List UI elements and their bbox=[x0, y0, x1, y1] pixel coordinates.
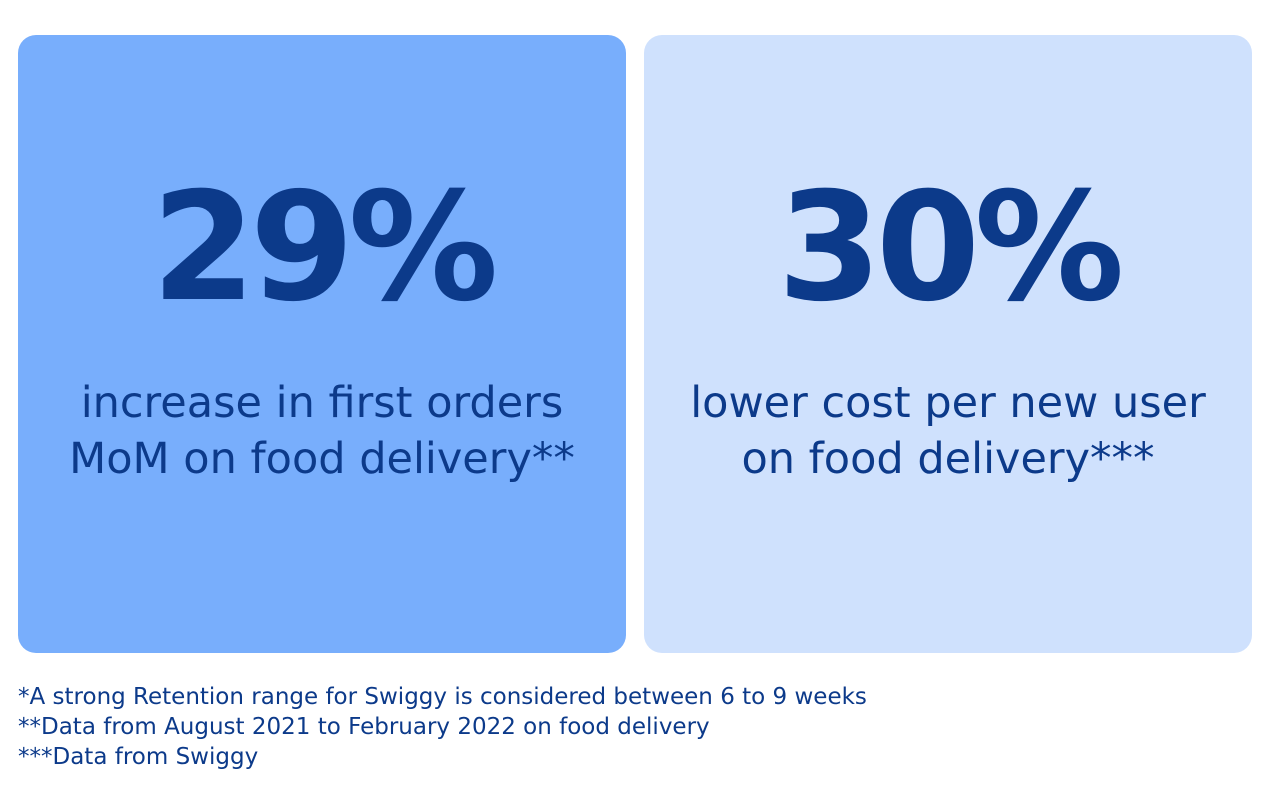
footnotes: *A strong Retention range for Swiggy is … bbox=[18, 682, 867, 772]
stat-caption-first-orders: increase in first orders MoM on food del… bbox=[18, 375, 626, 487]
stat-value-cost-per-user: 30% bbox=[777, 161, 1124, 335]
footnote-date-range: **Data from August 2021 to February 2022… bbox=[18, 714, 710, 740]
footnote-source: ***Data from Swiggy bbox=[18, 744, 259, 770]
stat-caption-line: increase in first orders bbox=[80, 378, 564, 428]
stat-caption-line: on food delivery*** bbox=[741, 434, 1155, 484]
stat-value-first-orders: 29% bbox=[151, 161, 498, 335]
stat-caption-line: lower cost per new user bbox=[690, 378, 1206, 428]
stat-card-first-orders: 29% increase in first orders MoM on food… bbox=[18, 35, 626, 653]
stat-card-cost-per-user: 30% lower cost per new user on food deli… bbox=[644, 35, 1252, 653]
stat-caption-line: MoM on food delivery** bbox=[69, 434, 575, 484]
stat-caption-cost-per-user: lower cost per new user on food delivery… bbox=[644, 375, 1252, 487]
footnote-retention: *A strong Retention range for Swiggy is … bbox=[18, 684, 867, 710]
